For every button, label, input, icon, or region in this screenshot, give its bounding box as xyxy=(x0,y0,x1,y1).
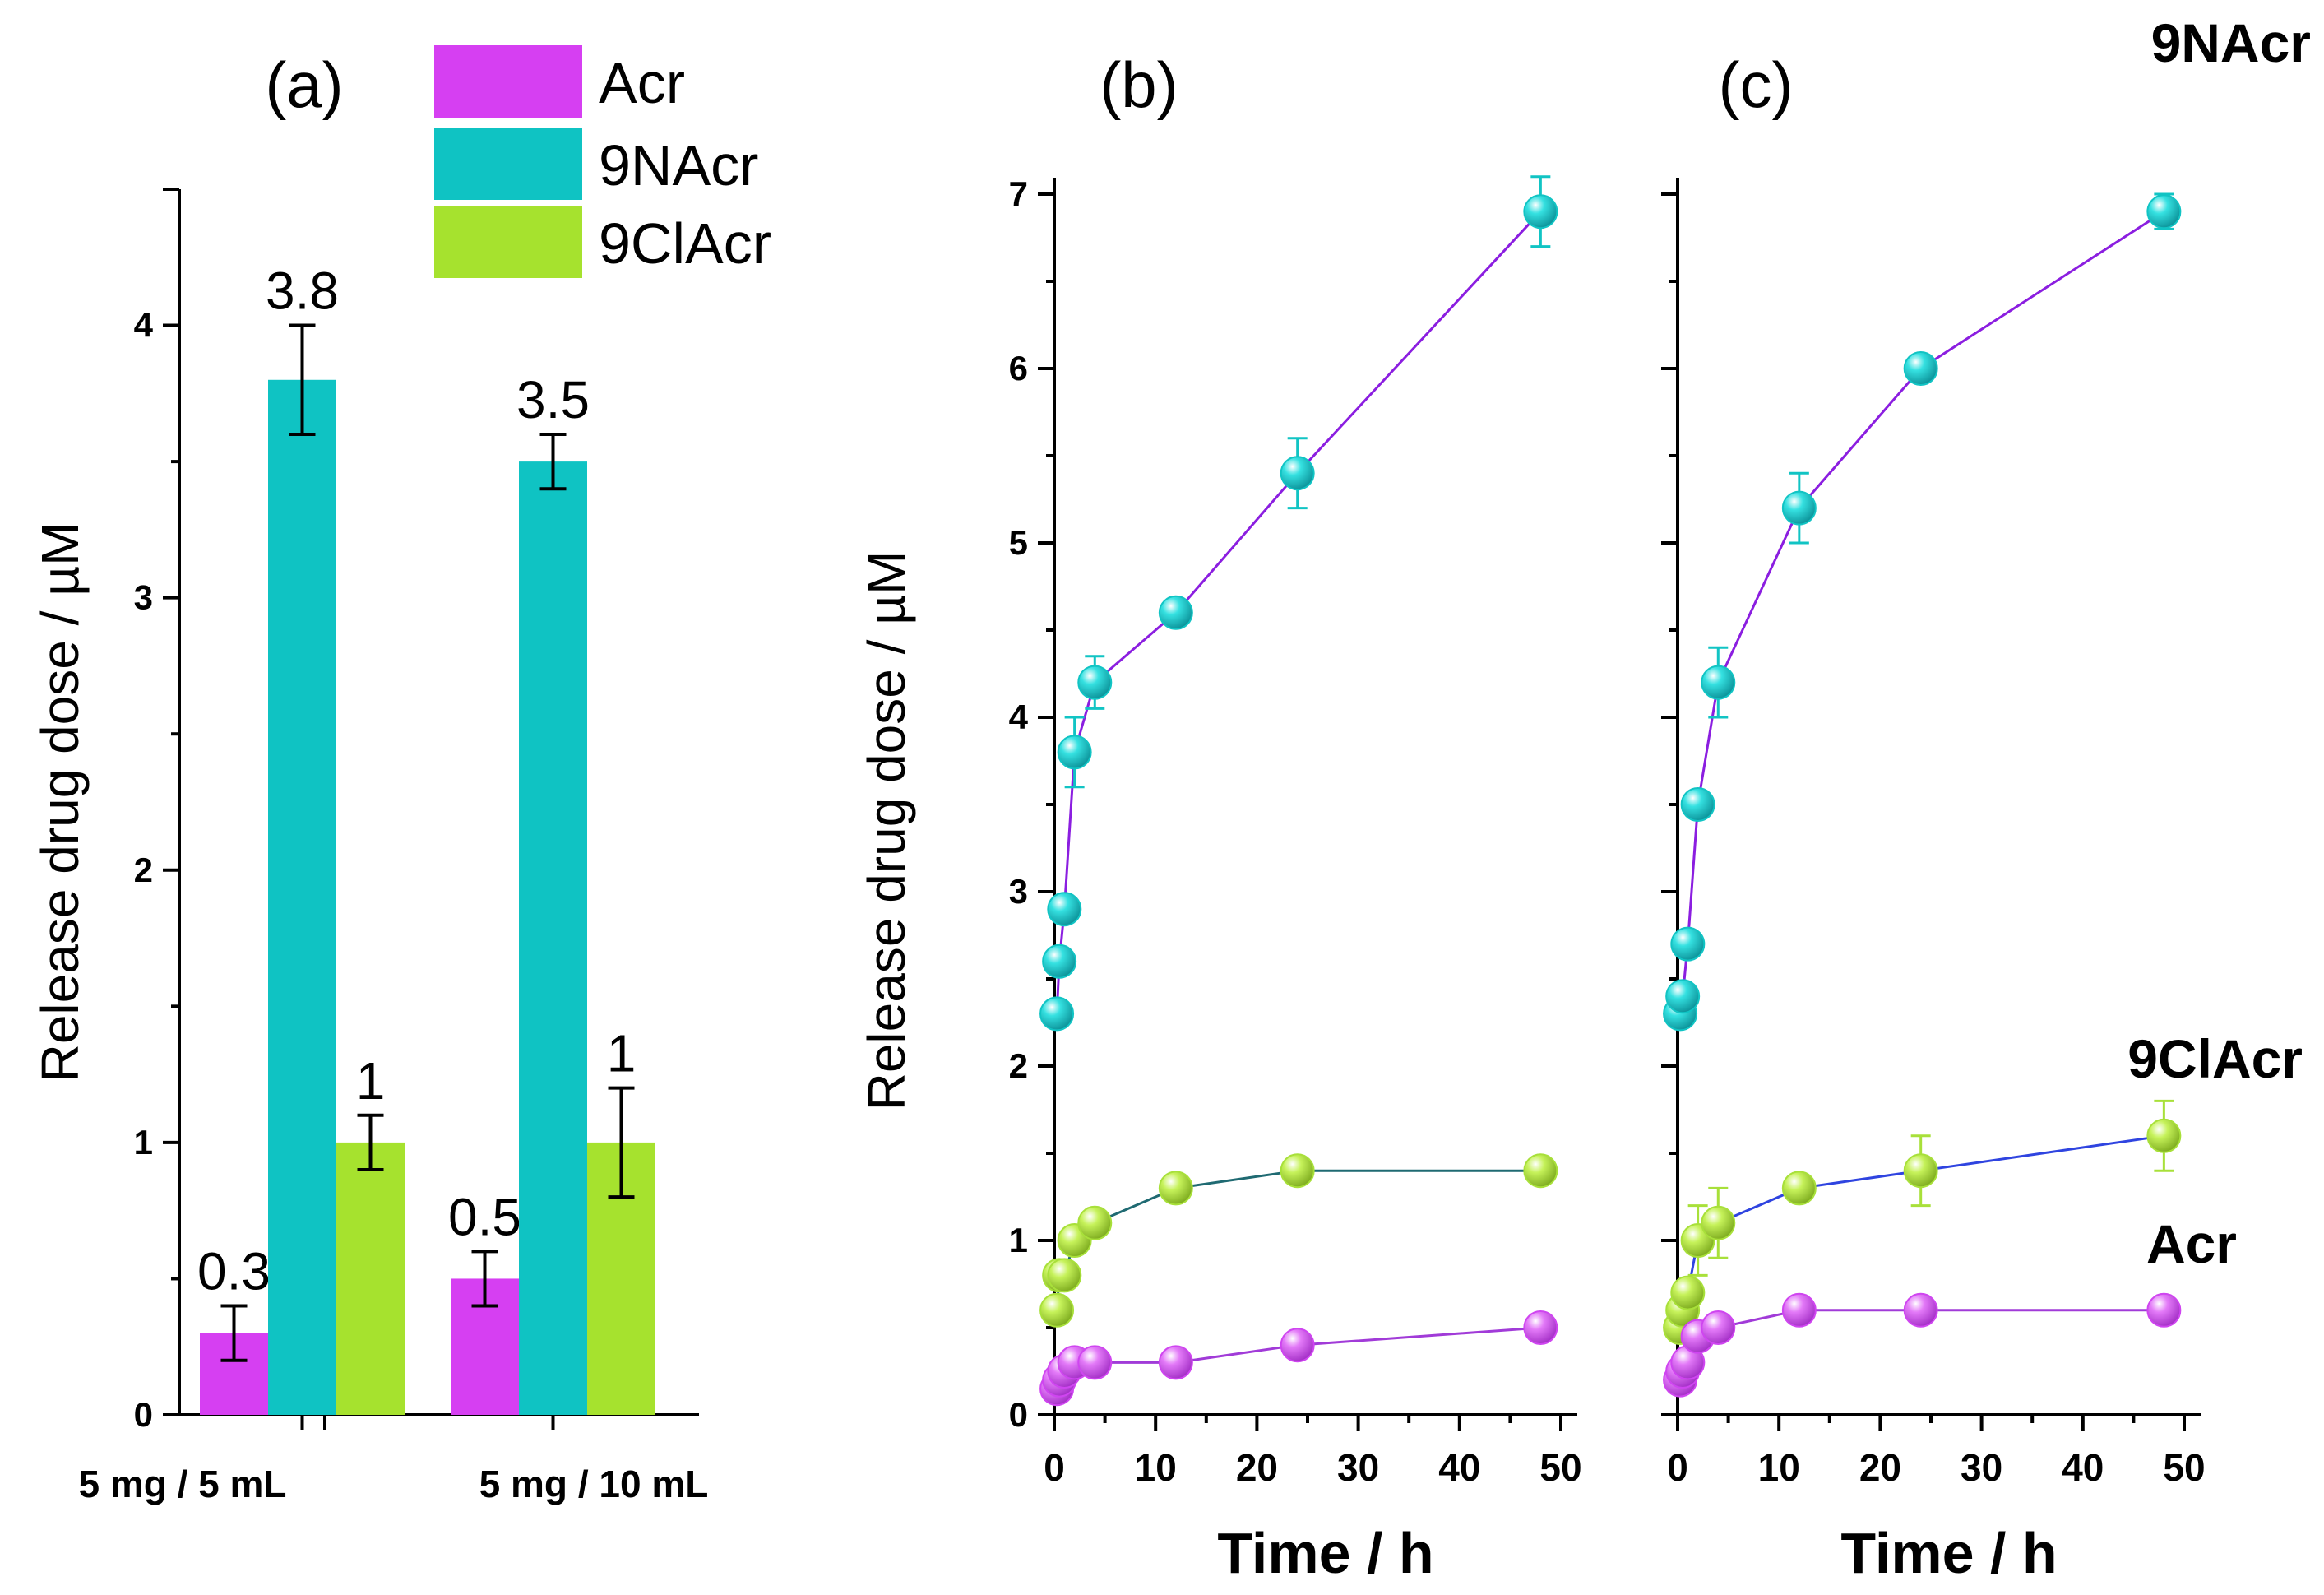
y-tick-label-a: 0 xyxy=(134,1395,153,1434)
data-point-9ClAcr xyxy=(2146,1118,2182,1153)
category-label: 5 mg / 10 mL xyxy=(479,1463,709,1505)
y-axis-title-a: Release drug dose / µM xyxy=(30,522,90,1083)
y-tick-label-b: 0 xyxy=(1009,1395,1028,1434)
y-tick-label-a: 2 xyxy=(134,851,153,889)
data-point-9ClAcr xyxy=(1701,1205,1736,1240)
data-point-9NAcr xyxy=(1781,490,1817,526)
data-point-Acr xyxy=(1523,1310,1558,1345)
data-point-Acr xyxy=(1077,1345,1113,1380)
data-label: 1 xyxy=(356,1051,386,1110)
y-tick-label-a: 3 xyxy=(134,578,153,617)
x-tick-label-b: 10 xyxy=(1135,1446,1177,1489)
data-label: 3.8 xyxy=(266,262,339,321)
legend-swatch xyxy=(434,128,582,200)
data-label: 3.5 xyxy=(516,370,590,429)
panel-b: 0 1 2 3 4 5 6 7 0 10 20 30 40 50 (b) Time / h Release dr… xyxy=(857,49,1582,1585)
data-point-9NAcr xyxy=(1042,944,1077,979)
data-point-9NAcr xyxy=(1077,665,1113,700)
panel-a: 0 1 2 3 4 5 mg / 5 mL 5 mg / 10 mL 0.3 0.5 3.8 3.5… xyxy=(30,45,771,1505)
data-point-Acr xyxy=(1280,1328,1315,1363)
panel-title-c: (c) xyxy=(1719,49,1794,121)
data-point-Acr xyxy=(1701,1310,1736,1345)
data-point-Acr xyxy=(1903,1292,1938,1328)
data-point-9NAcr xyxy=(1039,996,1075,1032)
legend-label: Acr xyxy=(599,51,685,115)
data-point-9NAcr xyxy=(1680,787,1715,822)
data-point-Acr xyxy=(1781,1292,1817,1328)
x-tick-label-c: 20 xyxy=(1859,1446,1901,1489)
data-point-9NAcr xyxy=(1670,926,1706,962)
y-tick-label-b: 7 xyxy=(1009,174,1028,213)
x-axis-title-c: Time / h xyxy=(1840,1521,2057,1585)
y-tick-label-a: 4 xyxy=(134,306,154,345)
data-label: 1 xyxy=(607,1024,637,1083)
data-point-9NAcr xyxy=(1057,735,1092,770)
data-point-9NAcr xyxy=(1701,665,1736,700)
series-label: Acr xyxy=(2146,1213,2237,1274)
y-axis-title-b: Release drug dose / µM xyxy=(857,551,916,1111)
x-axis-title-b: Time / h xyxy=(1217,1521,1433,1585)
data-point-9NAcr xyxy=(1047,892,1082,927)
y-tick-label-b: 5 xyxy=(1009,523,1028,562)
y-tick-label-b: 1 xyxy=(1009,1221,1028,1259)
x-tick-label-b: 20 xyxy=(1236,1446,1278,1489)
series-label: 9ClAcr xyxy=(2127,1028,2303,1089)
y-tick-label-b: 2 xyxy=(1009,1046,1028,1085)
data-point-9ClAcr xyxy=(1523,1153,1558,1189)
legend-label: 9NAcr xyxy=(599,133,758,197)
legend-swatch xyxy=(434,206,582,278)
x-tick-label-b: 50 xyxy=(1539,1446,1581,1489)
y-tick-label-b: 6 xyxy=(1009,349,1028,387)
x-tick-label-b: 40 xyxy=(1438,1446,1480,1489)
data-point-9NAcr xyxy=(1523,194,1558,230)
data-point-9ClAcr xyxy=(1781,1171,1817,1206)
x-tick-label-b: 0 xyxy=(1044,1446,1065,1489)
data-point-9ClAcr xyxy=(1047,1258,1082,1293)
series-line-9NAcr xyxy=(1678,210,2165,1014)
data-point-9NAcr xyxy=(1665,979,1701,1014)
series-label: 9NAcr xyxy=(2151,12,2311,73)
data-point-9NAcr xyxy=(1280,456,1315,491)
x-tick-label-c: 0 xyxy=(1667,1446,1688,1489)
data-point-9ClAcr xyxy=(1077,1205,1113,1240)
category-label: 5 mg / 5 mL xyxy=(78,1463,286,1505)
bar xyxy=(268,379,336,1415)
x-tick-label-c: 40 xyxy=(2062,1446,2104,1489)
data-point-9ClAcr xyxy=(1158,1171,1193,1206)
data-point-9ClAcr xyxy=(1280,1153,1315,1189)
series-line-9NAcr xyxy=(1055,211,1542,1014)
bar xyxy=(519,461,587,1415)
data-point-9ClAcr xyxy=(1670,1275,1706,1310)
data-point-9NAcr xyxy=(1903,351,1938,386)
panel-title-a: (a) xyxy=(265,49,343,121)
bar xyxy=(336,1142,405,1415)
panel-c: 0 10 20 30 40 50 (c) Time / h 9NAcr 9ClAcr Acr xyxy=(1661,12,2311,1585)
x-tick-label-c: 30 xyxy=(1961,1446,2002,1489)
y-tick-label-b: 3 xyxy=(1009,872,1028,911)
legend-label: 9ClAcr xyxy=(599,211,771,276)
data-point-9NAcr xyxy=(2146,194,2182,230)
series-line-9ClAcr xyxy=(1055,1169,1541,1310)
panel-title-b: (b) xyxy=(1100,49,1178,121)
data-point-Acr xyxy=(2146,1292,2182,1328)
data-point-Acr xyxy=(1158,1345,1193,1380)
x-tick-label-c: 10 xyxy=(1758,1446,1800,1489)
x-tick-label-b: 30 xyxy=(1337,1446,1379,1489)
data-point-9NAcr xyxy=(1158,595,1193,630)
y-tick-label-a: 1 xyxy=(134,1123,153,1161)
x-tick-label-c: 50 xyxy=(2163,1446,2205,1489)
legend-swatch xyxy=(434,45,582,118)
y-tick-label-b: 4 xyxy=(1009,698,1029,736)
data-label: 0.3 xyxy=(197,1242,271,1301)
data-point-9ClAcr xyxy=(1903,1153,1938,1189)
data-point-9ClAcr xyxy=(1039,1292,1075,1328)
data-label: 0.5 xyxy=(448,1187,521,1246)
